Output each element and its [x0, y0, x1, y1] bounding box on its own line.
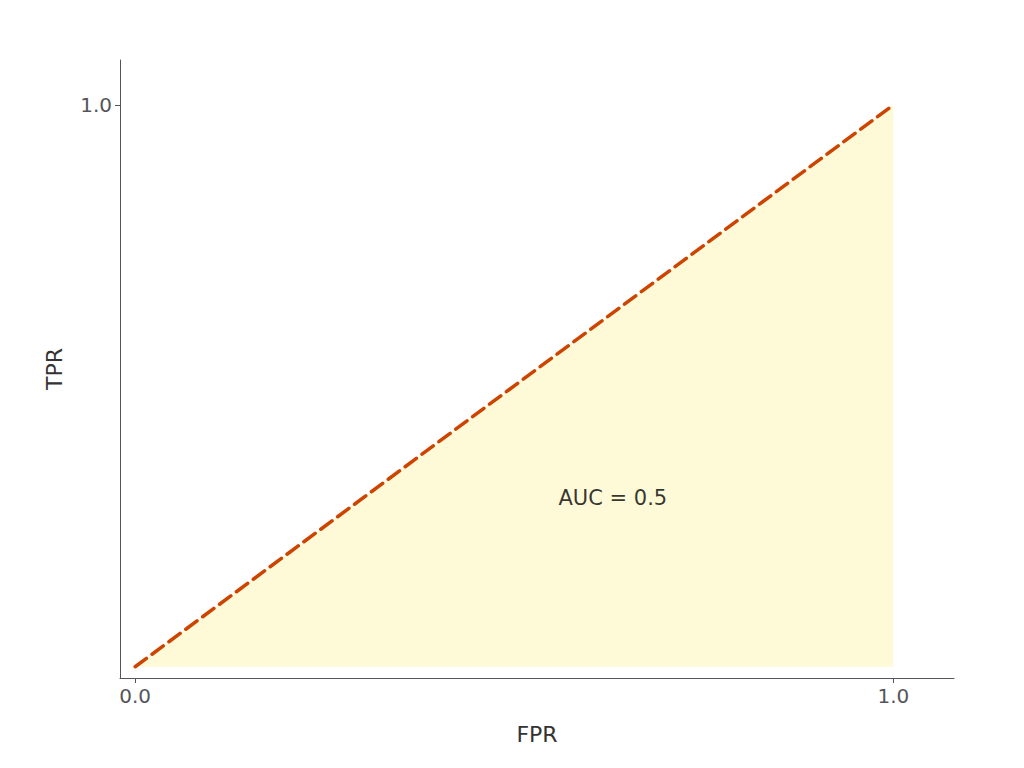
svg-text:TPR: TPR: [42, 348, 67, 391]
svg-text:AUC = 0.5: AUC = 0.5: [558, 486, 667, 510]
svg-text:1.0: 1.0: [877, 684, 909, 708]
svg-text:FPR: FPR: [516, 722, 557, 747]
svg-text:0.0: 0.0: [119, 684, 151, 708]
svg-text:1.0: 1.0: [80, 93, 112, 117]
